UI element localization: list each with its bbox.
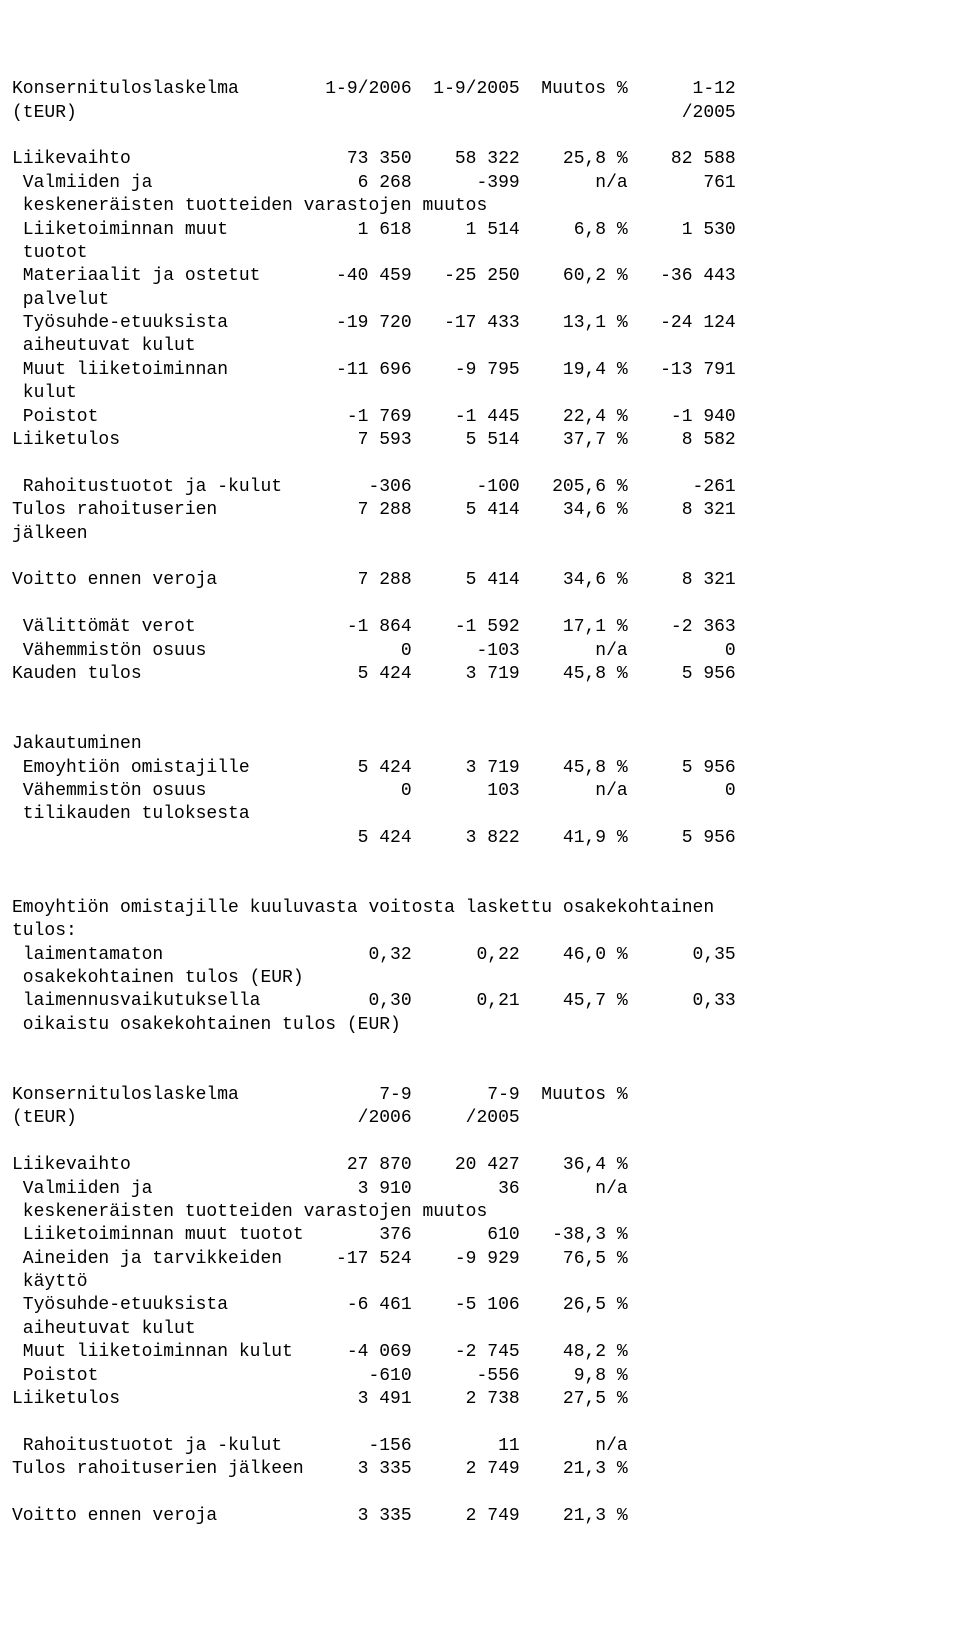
financial-statement: Konsernituloslaskelma 1-9/2006 1-9/2005 … — [12, 78, 948, 1528]
